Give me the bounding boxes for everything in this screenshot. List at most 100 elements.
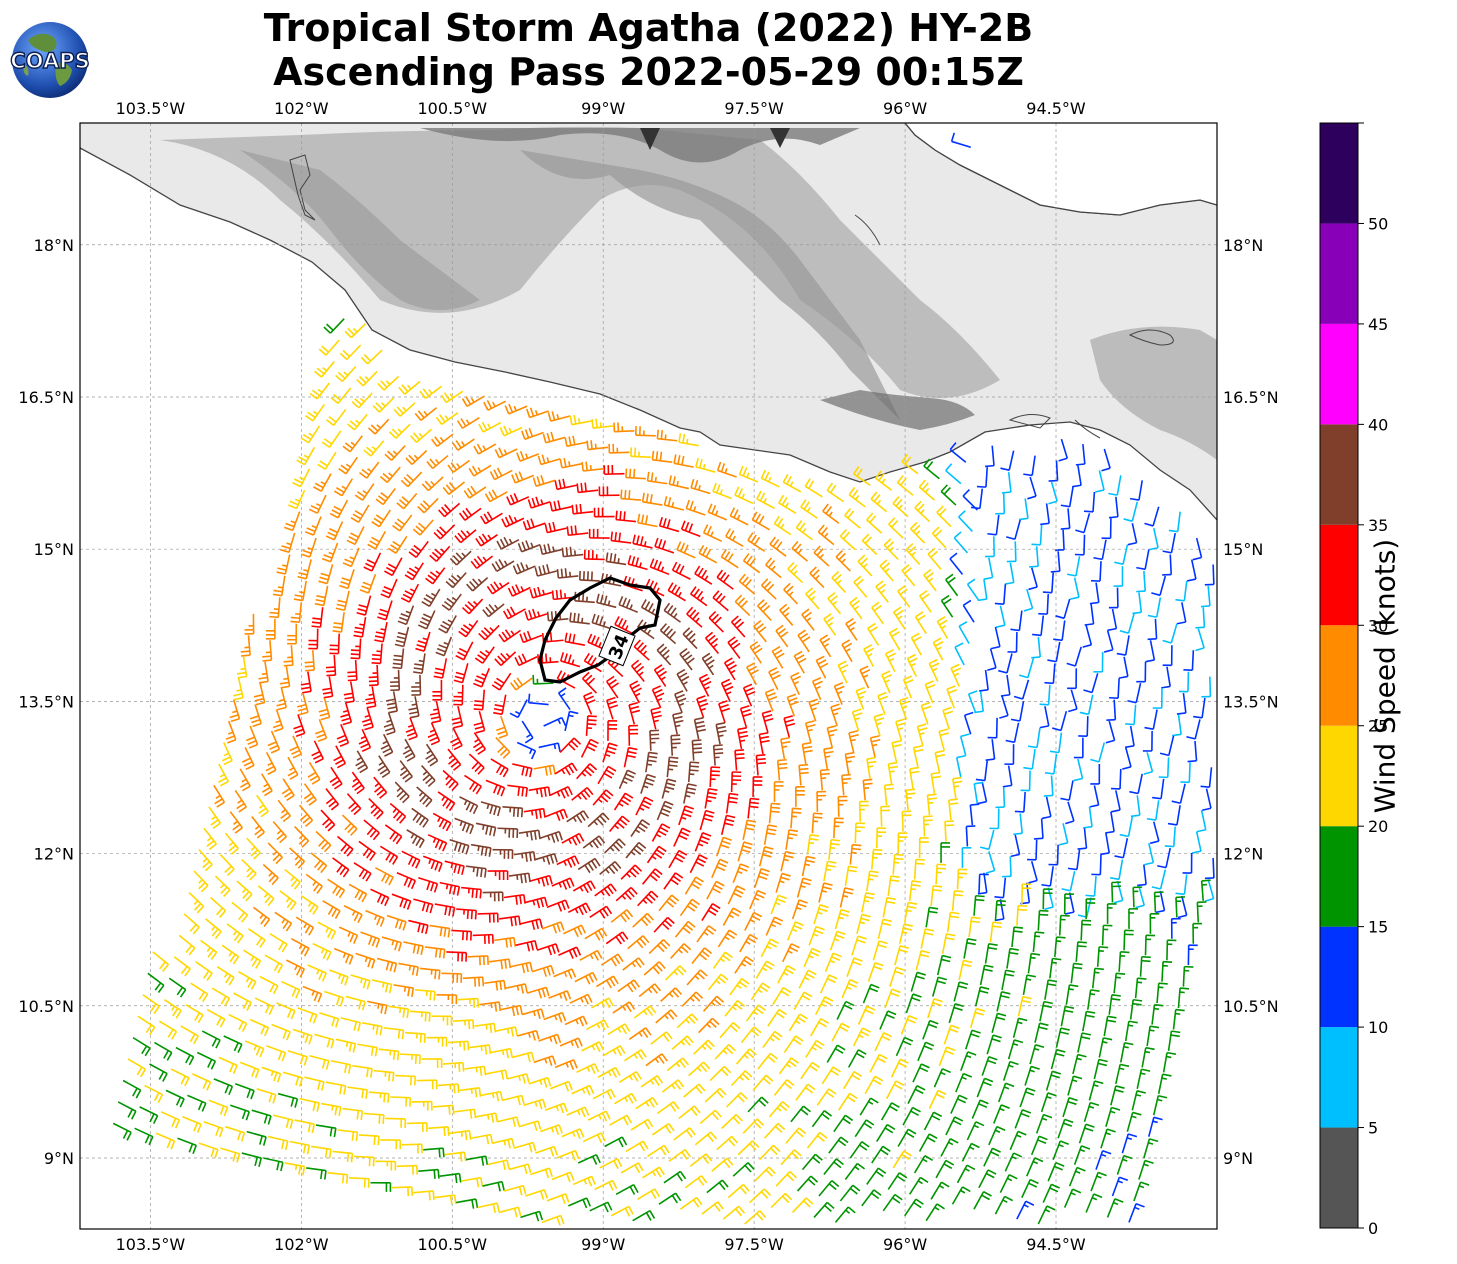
barb-flag [344,822,352,831]
barb-shaft [413,898,433,906]
barb-flag [431,438,438,447]
barb-flag [452,555,461,563]
barb-flag [320,865,328,874]
barb-flag [316,885,323,894]
wind-barb [170,1068,190,1087]
barb-flag [236,671,247,675]
barb-half-flag [477,467,482,473]
barb-flag [473,682,483,688]
barb-flag [317,463,326,470]
barb-flag [426,881,431,891]
barb-flag [474,764,482,773]
barb-shaft [112,1122,132,1134]
wind-barb [375,488,396,506]
wind-barb [416,1079,438,1090]
wind-barb [322,900,341,919]
barb-flag [382,589,391,595]
barb-flag [193,1035,199,1045]
barb-flag [258,676,268,680]
wind-barb [338,456,358,475]
barb-half-flag [263,783,269,788]
barb-flag [569,546,573,556]
barb-half-flag [261,672,267,676]
barb-flag [364,726,374,731]
barb-flag [321,841,329,850]
barb-shaft [391,1186,412,1189]
barb-flag [269,983,275,993]
wind-barb [132,1036,151,1057]
barb-half-flag [241,888,247,894]
barb-flag [245,1111,250,1121]
barb-shaft [218,763,229,782]
barb-flag [359,472,368,479]
barb-shaft [635,434,656,437]
barb-half-flag [272,851,278,856]
barb-flag [504,629,512,638]
barb-flag [511,585,517,595]
wind-barb [134,1127,154,1146]
wind-barb [394,781,410,804]
barb-flag [309,392,318,400]
barb-shaft [368,797,384,814]
barb-half-flag [461,552,466,558]
barb-flag [464,604,473,612]
barb-flag [437,1169,440,1179]
barb-shaft [490,758,509,770]
barb-flag [298,1165,302,1175]
wind-barb [468,464,492,477]
wind-barb [251,816,265,839]
barb-flag [470,560,478,569]
barb-flag [180,1075,186,1085]
wind-barb [373,776,388,799]
wind-barb [245,725,259,749]
barb-flag [312,906,319,915]
barb-flag [457,1083,460,1094]
barb-half-flag [443,641,449,646]
wind-barb [388,423,411,439]
wind-barb [263,1157,284,1172]
wind-barb [340,1017,361,1032]
wind-barb [304,516,322,536]
barb-flag [411,835,418,845]
barb-shaft [309,1055,330,1062]
wind-barb [365,686,377,709]
barb-flag [438,818,445,828]
barb-flag [363,354,372,362]
barb-flag [427,574,436,582]
barb-flag [145,1024,152,1033]
wind-barb [177,1137,197,1155]
barb-flag [560,568,564,578]
wind-barb [351,392,373,409]
barb-flag [223,889,231,897]
barb-flag [297,707,308,712]
barb-flag [285,922,293,932]
barb-shaft [500,538,520,550]
barb-flag [427,779,436,788]
barb-flag [366,827,374,836]
barb-flag [587,715,597,718]
wind-barb [368,1091,390,1103]
barb-flag [331,908,338,917]
wind-barb [464,774,482,795]
barb-half-flag [489,627,495,632]
barb-flag [238,911,246,920]
barb-flag [227,868,235,876]
barb-flag [491,489,498,499]
barb-flag [350,1153,354,1163]
barb-shaft [461,416,480,429]
barb-flag [330,1039,335,1049]
barb-flag [360,356,369,365]
wind-barb [246,1130,267,1146]
wind-barb [330,387,352,404]
wind-barb [231,901,249,923]
barb-flag [281,545,291,550]
barb-half-flag [198,879,203,884]
barb-flag [330,803,339,811]
wind-barb [248,928,266,948]
barb-flag [371,959,376,969]
wind-barb [360,349,383,365]
barb-flag [338,738,348,744]
barb-half-flag [382,740,388,745]
barb-half-flag [568,714,574,718]
barb-flag [468,781,476,790]
